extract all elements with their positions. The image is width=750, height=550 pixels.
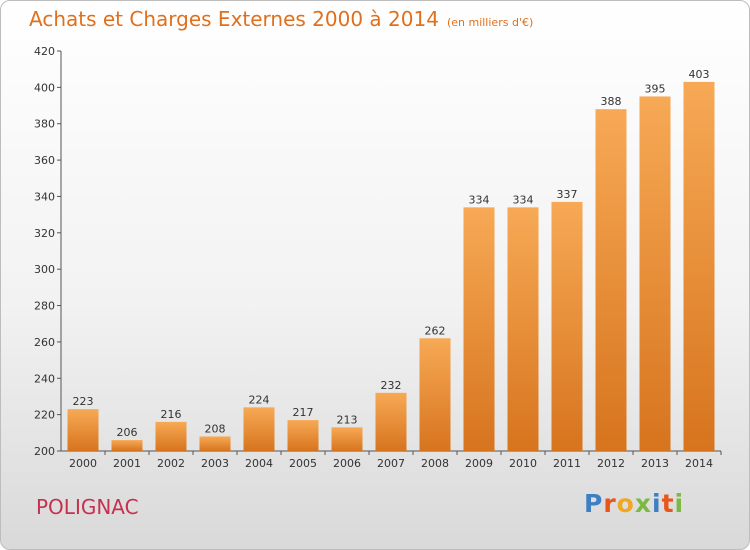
bar	[419, 338, 451, 451]
y-tick-label: 200	[34, 445, 55, 458]
x-tick-label: 2010	[509, 457, 537, 470]
y-tick-label: 400	[34, 81, 55, 94]
bar-value-label: 334	[469, 193, 490, 206]
bar-value-label: 206	[117, 426, 138, 439]
y-tick-label: 280	[34, 300, 55, 313]
y-tick-label: 420	[34, 45, 55, 58]
bar	[375, 392, 407, 451]
title-text: Achats et Charges Externes 2000 à 2014	[29, 7, 439, 31]
bar	[67, 409, 99, 451]
bar	[595, 109, 627, 451]
bar	[683, 81, 715, 451]
bar	[155, 421, 187, 451]
x-tick-label: 2012	[597, 457, 625, 470]
x-tick-label: 2014	[685, 457, 713, 470]
x-tick-label: 2001	[113, 457, 141, 470]
logo-letter: i	[674, 489, 685, 518]
bar	[639, 96, 671, 452]
x-tick-label: 2003	[201, 457, 229, 470]
y-tick-label: 220	[34, 409, 55, 422]
bar-value-label: 213	[337, 413, 358, 426]
bar	[331, 427, 363, 451]
y-tick-label: 320	[34, 227, 55, 240]
bar	[243, 407, 275, 451]
bar	[507, 207, 539, 451]
x-tick-label: 2011	[553, 457, 581, 470]
y-tick-label: 300	[34, 263, 55, 276]
x-tick-label: 2004	[245, 457, 273, 470]
y-tick-label: 240	[34, 372, 55, 385]
bar	[463, 207, 495, 451]
bar-value-label: 403	[689, 68, 710, 81]
logo-letter: t	[661, 489, 675, 518]
bars: 223 206 216 208 224 217 213 232 262 334 334 337 388 3…	[67, 68, 715, 452]
logo-letter: i	[652, 489, 662, 518]
bar	[111, 440, 143, 451]
bar-value-label: 337	[557, 188, 578, 201]
town-name: POLIGNAC	[36, 495, 139, 519]
x-tick-label: 2006	[333, 457, 361, 470]
x-tick-label: 2005	[289, 457, 317, 470]
bar	[551, 201, 583, 451]
logo-letter: x	[634, 489, 652, 518]
x-tick-label: 2000	[69, 457, 97, 470]
proxiti-logo[interactable]: Proxiti	[584, 489, 684, 518]
bar-value-label: 217	[293, 406, 314, 419]
bar-value-label: 223	[73, 395, 94, 408]
x-tick-label: 2008	[421, 457, 449, 470]
x-tick-label: 2009	[465, 457, 493, 470]
x-tick-label: 2013	[641, 457, 669, 470]
logo-letter: P	[584, 489, 604, 518]
bar-value-label: 395	[645, 82, 666, 95]
y-tick-label: 260	[34, 336, 55, 349]
bar-value-label: 334	[513, 193, 534, 206]
bar-value-label: 216	[161, 408, 182, 421]
bar	[199, 436, 231, 451]
x-tick-label: 2002	[157, 457, 185, 470]
bar-value-label: 262	[425, 324, 446, 337]
bar-value-label: 224	[249, 393, 270, 406]
bar	[287, 420, 319, 451]
axes: 200 220 240 260 280 300 320 340 360 380 400 420 2000…	[34, 45, 722, 470]
y-tick-label: 360	[34, 154, 55, 167]
y-tick-label: 340	[34, 190, 55, 203]
y-tick-label: 380	[34, 118, 55, 131]
bar-value-label: 208	[205, 422, 226, 435]
chart-subtitle: (en milliers d'€)	[446, 16, 534, 29]
chart-title: Achats et Charges Externes 2000 à 2014 (e…	[29, 7, 533, 31]
bar-value-label: 232	[381, 379, 402, 392]
logo-letter: r	[603, 489, 617, 518]
logo-letter: o	[616, 489, 635, 518]
bar-value-label: 388	[601, 95, 622, 108]
x-tick-label: 2007	[377, 457, 405, 470]
